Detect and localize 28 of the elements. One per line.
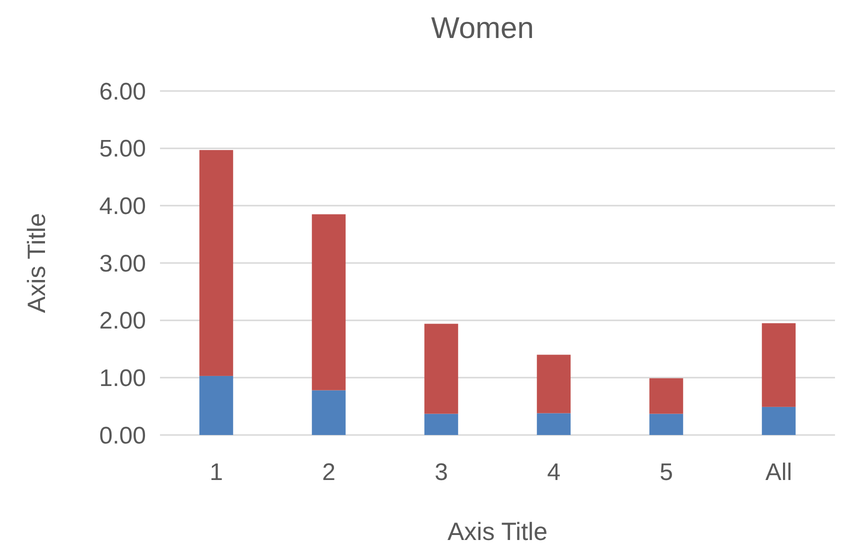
y-tick-label: 4.00 bbox=[99, 193, 146, 220]
bar bbox=[649, 378, 684, 414]
bar bbox=[762, 406, 796, 435]
y-tick-label: 2.00 bbox=[99, 308, 146, 335]
y-tick-label: 1.00 bbox=[99, 365, 146, 392]
bar bbox=[649, 414, 684, 435]
x-tick-label: All bbox=[765, 459, 792, 486]
x-axis-title: Axis Title bbox=[447, 518, 548, 546]
bar bbox=[312, 390, 346, 435]
x-tick-label: 4 bbox=[547, 459, 560, 486]
x-tick-label: 3 bbox=[434, 459, 448, 486]
y-tick-label: 6.00 bbox=[99, 78, 146, 106]
bar bbox=[536, 413, 571, 435]
y-axis-title: Axis Title bbox=[23, 212, 51, 314]
y-tick-label: 3.00 bbox=[99, 250, 146, 278]
bar bbox=[424, 414, 458, 435]
y-tick-label: 0.00 bbox=[99, 422, 146, 450]
chart-title: Women bbox=[431, 12, 534, 45]
x-tick-label: 1 bbox=[210, 459, 223, 486]
bar bbox=[199, 376, 234, 435]
bar bbox=[536, 354, 571, 414]
bar bbox=[312, 214, 346, 390]
bar bbox=[199, 150, 234, 376]
bar bbox=[762, 323, 796, 407]
y-tick-label: 5.00 bbox=[99, 136, 146, 163]
bar bbox=[424, 324, 458, 414]
x-tick-label: 2 bbox=[322, 459, 336, 486]
x-tick-label: 5 bbox=[660, 459, 673, 486]
